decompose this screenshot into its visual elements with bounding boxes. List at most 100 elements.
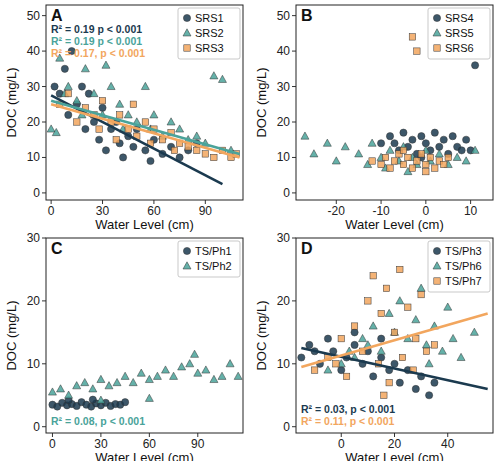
y-tick (292, 300, 296, 301)
point (444, 303, 452, 310)
fit-line (51, 101, 239, 154)
point (202, 366, 210, 373)
point (387, 165, 393, 171)
point (445, 154, 451, 160)
point (153, 372, 161, 379)
point (351, 341, 358, 348)
point (124, 111, 132, 118)
point (338, 366, 345, 373)
point (377, 140, 384, 147)
point (457, 353, 465, 360)
legend-marker (183, 14, 190, 21)
legend-marker (433, 14, 440, 21)
point (405, 304, 411, 310)
point (386, 379, 392, 385)
y-tick (42, 51, 46, 52)
point (142, 147, 149, 154)
point (97, 396, 105, 403)
x-tick-label: 90 (199, 204, 213, 218)
point (324, 366, 332, 373)
point (418, 151, 424, 157)
point (61, 65, 68, 72)
data-area (47, 47, 239, 184)
legend-marker (184, 45, 190, 51)
legend-label: TS/Ph6 (445, 260, 482, 272)
plot-frame (46, 5, 243, 200)
data-area (48, 350, 242, 410)
point (400, 129, 407, 136)
point (431, 342, 437, 348)
point (425, 360, 433, 367)
y-tick-label: 50 (27, 9, 41, 23)
legend-marker (183, 29, 191, 36)
point (193, 132, 201, 139)
point (381, 392, 387, 398)
point (202, 151, 208, 157)
x-axis-label: Water Level (cm) (345, 217, 443, 232)
point (400, 147, 406, 153)
panel-label: C (51, 240, 63, 257)
point (471, 146, 479, 153)
series (377, 62, 478, 161)
point (96, 126, 102, 132)
point (218, 372, 226, 379)
point (471, 62, 478, 69)
point (382, 154, 388, 160)
point (81, 65, 89, 72)
point (137, 369, 145, 376)
panel: 030609001020304050Water Level (cm)DOC (m… (4, 5, 243, 232)
fit-line (51, 104, 239, 157)
y-tick (292, 426, 296, 427)
y-tick (42, 192, 46, 193)
point (130, 143, 137, 150)
panel: -20-1001001020304050Water Level (cm)DOC … (254, 5, 493, 232)
point (105, 382, 113, 389)
point (306, 341, 313, 348)
point (414, 48, 420, 54)
legend: SRS1SRS2SRS3 (178, 8, 240, 59)
point (186, 360, 194, 367)
point (65, 111, 72, 118)
point (121, 372, 129, 379)
point (210, 72, 218, 79)
y-axis-label: DOC (mg/L) (254, 67, 269, 137)
point (427, 154, 433, 160)
y-tick-label: 0 (283, 186, 290, 200)
legend: SRS4SRS5SRS6 (428, 8, 490, 59)
point (323, 139, 331, 146)
point (391, 140, 398, 147)
point (51, 83, 58, 90)
point (129, 378, 137, 385)
point (73, 97, 81, 104)
point (89, 396, 96, 403)
point (82, 125, 89, 132)
annotation: R² = 0.19 p < 0.001 (51, 35, 142, 47)
plot-background (296, 238, 493, 433)
y-tick-label: 10 (27, 150, 41, 164)
point (89, 385, 97, 392)
x-tick-label: -20 (328, 204, 346, 218)
point (378, 310, 384, 316)
x-axis-label: Water Level (cm) (345, 450, 443, 461)
figure: 030609001020304050Water Level (cm)DOC (m… (0, 0, 500, 461)
point (385, 309, 393, 316)
y-tick-label: 40 (27, 44, 41, 58)
y-tick-label: 30 (27, 231, 41, 245)
point (397, 266, 403, 272)
x-tick-label: 0 (338, 437, 345, 451)
y-tick (42, 122, 46, 123)
legend-label: TS/Ph7 (445, 275, 482, 287)
point (107, 82, 115, 89)
point (396, 297, 404, 304)
point (73, 382, 81, 389)
point (161, 366, 169, 373)
point (449, 133, 456, 140)
point (324, 335, 331, 342)
point (116, 100, 124, 107)
y-tick-label: 30 (277, 80, 291, 94)
y-tick-label: 30 (27, 80, 41, 94)
y-tick (292, 363, 296, 364)
legend-marker (183, 247, 190, 254)
point (426, 392, 433, 399)
point (409, 136, 416, 143)
